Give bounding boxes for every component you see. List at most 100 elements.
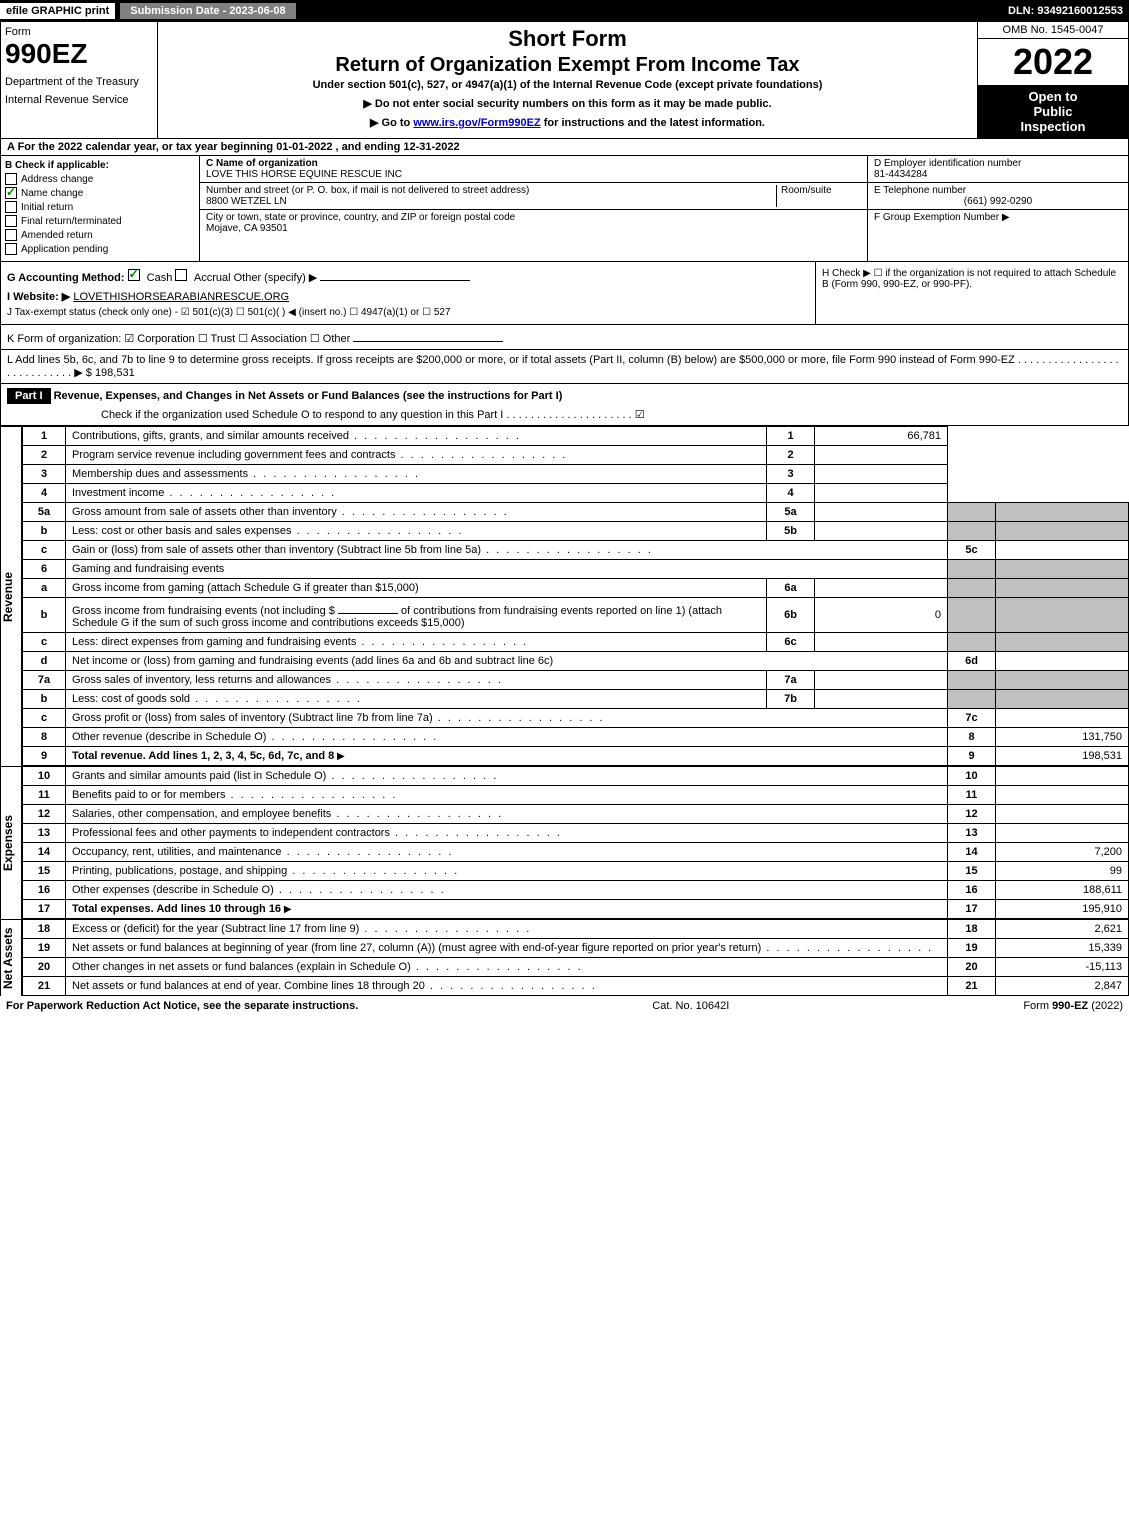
checkbox-name-change[interactable]: Name change (5, 187, 195, 199)
accounting-method: G Accounting Method: Cash Accrual Other … (1, 262, 815, 324)
header-right: OMB No. 1545-0047 2022 Open to Public In… (977, 22, 1128, 138)
line-value: 15,339 (996, 939, 1129, 958)
line-10: 10Grants and similar amounts paid (list … (23, 767, 1129, 786)
footer-right: Form 990-EZ (2022) (1023, 1000, 1123, 1012)
shaded-cell (996, 503, 1129, 522)
sub-val (815, 579, 948, 598)
line-num: c (23, 633, 66, 652)
shaded-cell (996, 560, 1129, 579)
line-text: Program service revenue including govern… (66, 446, 767, 465)
line-text: Less: direct expenses from gaming and fu… (66, 633, 767, 652)
line-value: 66,781 (815, 427, 948, 446)
line-value (996, 709, 1129, 728)
line-idx: 5c (948, 541, 996, 560)
col-d-ein-phone: D Employer identification number 81-4434… (867, 156, 1128, 261)
cb-label: Amended return (21, 230, 93, 241)
line-value (815, 484, 948, 503)
revenue-section: Revenue 1Contributions, gifts, grants, a… (0, 426, 1129, 766)
sub-val: 0 (815, 598, 948, 633)
cb-label: Initial return (21, 202, 73, 213)
checkbox-accrual[interactable] (175, 269, 187, 281)
checkbox-initial-return[interactable]: Initial return (5, 201, 195, 213)
line-num: 15 (23, 862, 66, 881)
open-line2: Public (982, 104, 1124, 119)
line-idx: 2 (767, 446, 815, 465)
line-6a: aGross income from gaming (attach Schedu… (23, 579, 1129, 598)
cb-label: Final return/terminated (21, 216, 122, 227)
sub-val (815, 690, 948, 709)
line-idx: 13 (948, 824, 996, 843)
info-grid: B Check if applicable: Address change Na… (0, 156, 1129, 262)
section-a-tax-year: A For the 2022 calendar year, or tax yea… (0, 139, 1129, 156)
dept-treasury: Department of the Treasury (5, 76, 153, 88)
form-header: Form 990EZ Department of the Treasury In… (0, 22, 1129, 139)
checkbox-cash[interactable] (128, 269, 140, 281)
checkbox-address-change[interactable]: Address change (5, 173, 195, 185)
checkbox-amended-return[interactable]: Amended return (5, 229, 195, 241)
line-text: Contributions, gifts, grants, and simila… (66, 427, 767, 446)
address-value: 8800 WETZEL LN (206, 196, 287, 207)
group-exemption-label: F Group Exemption Number ▶ (874, 212, 1010, 223)
part-1-header-row: Part I Revenue, Expenses, and Changes in… (0, 384, 1129, 426)
submission-date: Submission Date - 2023-06-08 (119, 2, 296, 20)
part-1-label: Part I (7, 388, 51, 404)
address-label: Number and street (or P. O. box, if mail… (206, 185, 529, 196)
cb-label: Name change (21, 188, 83, 199)
line-idx: 9 (948, 747, 996, 766)
other-label: Other (specify) ▶ (234, 272, 318, 284)
cb-label: Application pending (21, 244, 108, 255)
part-1-title: Revenue, Expenses, and Changes in Net As… (54, 390, 563, 402)
line-num: 3 (23, 465, 66, 484)
shaded-cell (948, 522, 996, 541)
line-num: 16 (23, 881, 66, 900)
line-idx: 6d (948, 652, 996, 671)
g-label: G Accounting Method: (7, 272, 125, 284)
website-value[interactable]: LOVETHISHORSEARABIANRESCUE.ORG (73, 291, 289, 303)
row-h-schedule-b: H Check ▶ ☐ if the organization is not r… (815, 262, 1128, 324)
line-value (996, 767, 1129, 786)
line-text: Benefits paid to or for members (66, 786, 948, 805)
contrib-amount-field[interactable] (338, 601, 398, 614)
line-num: 2 (23, 446, 66, 465)
line-idx: 21 (948, 977, 996, 996)
col-c-org-info: C Name of organization LOVE THIS HORSE E… (200, 156, 867, 261)
line-4: 4Investment income4 (23, 484, 1129, 503)
line-text: Investment income (66, 484, 767, 503)
dept-irs: Internal Revenue Service (5, 94, 153, 106)
checkbox-application-pending[interactable]: Application pending (5, 243, 195, 255)
checkbox-final-return[interactable]: Final return/terminated (5, 215, 195, 227)
header-left: Form 990EZ Department of the Treasury In… (1, 22, 158, 138)
line-text: Other changes in net assets or fund bala… (66, 958, 948, 977)
page-footer: For Paperwork Reduction Act Notice, see … (0, 996, 1129, 1016)
phone-label: E Telephone number (874, 185, 966, 196)
footer-left: For Paperwork Reduction Act Notice, see … (6, 1000, 358, 1012)
line-value: 7,200 (996, 843, 1129, 862)
line-6c: cLess: direct expenses from gaming and f… (23, 633, 1129, 652)
line-text: Gaming and fundraising events (66, 560, 948, 579)
line-idx: 17 (948, 900, 996, 919)
irs-link[interactable]: www.irs.gov/Form990EZ (413, 117, 540, 129)
other-specify-field[interactable] (320, 268, 470, 281)
line-num: 6 (23, 560, 66, 579)
dln-number: DLN: 93492160012553 (1008, 5, 1129, 17)
city-label: City or town, state or province, country… (206, 212, 515, 223)
room-suite-label: Room/suite (776, 185, 861, 207)
row-j-tax-exempt: J Tax-exempt status (check only one) - ☑… (7, 307, 809, 318)
line-19: 19Net assets or fund balances at beginni… (23, 939, 1129, 958)
line-num: 20 (23, 958, 66, 977)
line-13: 13Professional fees and other payments t… (23, 824, 1129, 843)
line-text: Membership dues and assessments (66, 465, 767, 484)
row-k-text: K Form of organization: ☑ Corporation ☐ … (7, 333, 350, 345)
line-text: Gain or (loss) from sale of assets other… (66, 541, 948, 560)
line-num: c (23, 541, 66, 560)
sub-val (815, 522, 948, 541)
line-num: b (23, 522, 66, 541)
other-org-field[interactable] (353, 329, 503, 342)
line-text: Professional fees and other payments to … (66, 824, 948, 843)
shaded-cell (996, 598, 1129, 633)
line-num: 7a (23, 671, 66, 690)
revenue-side-label: Revenue (0, 426, 22, 766)
line-idx: 16 (948, 881, 996, 900)
efile-print-label[interactable]: efile GRAPHIC print (0, 3, 115, 19)
website-label: I Website: ▶ (7, 291, 70, 303)
